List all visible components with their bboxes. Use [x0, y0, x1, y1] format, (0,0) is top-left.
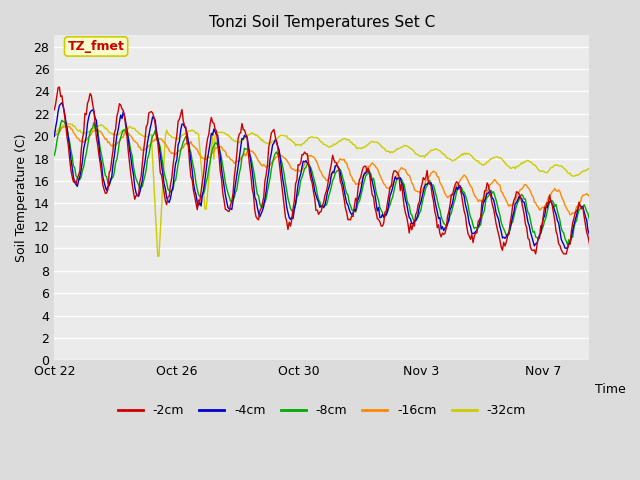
Text: Time: Time [595, 383, 625, 396]
Y-axis label: Soil Temperature (C): Soil Temperature (C) [15, 133, 28, 262]
Title: Tonzi Soil Temperatures Set C: Tonzi Soil Temperatures Set C [209, 15, 435, 30]
Legend: -2cm, -4cm, -8cm, -16cm, -32cm: -2cm, -4cm, -8cm, -16cm, -32cm [113, 399, 531, 422]
Text: TZ_fmet: TZ_fmet [68, 40, 125, 53]
